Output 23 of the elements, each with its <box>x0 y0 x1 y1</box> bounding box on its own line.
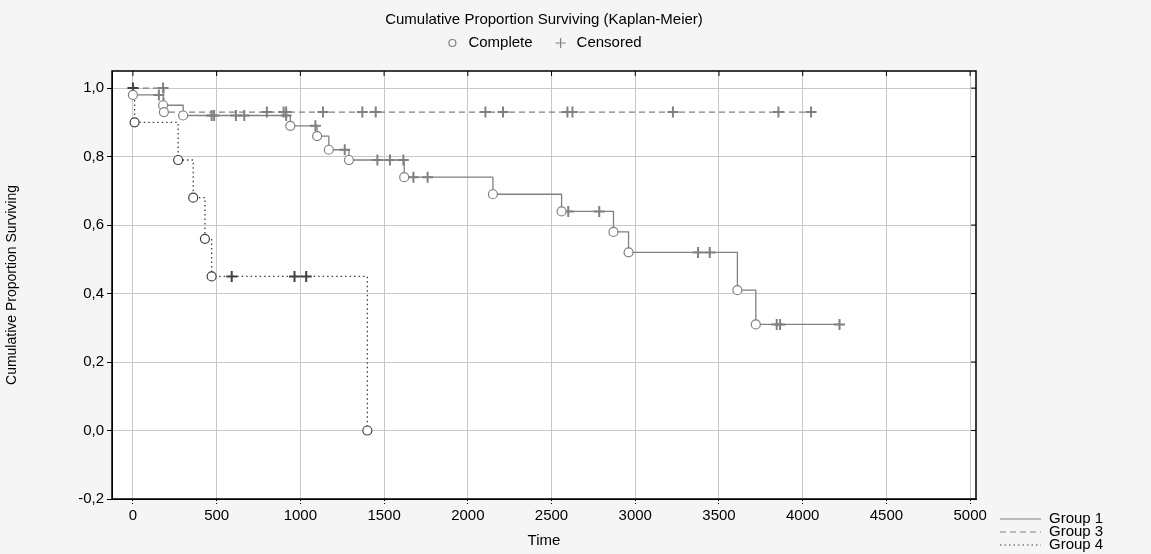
y-tick-label: 0,4 <box>83 283 104 301</box>
x-tick-label: 5000 <box>953 506 987 524</box>
legend-label: Complete <box>468 33 533 51</box>
y-tick-label: 0,0 <box>83 420 104 438</box>
y-tick-label: 0,6 <box>83 215 104 233</box>
x-tick-label: 2000 <box>451 506 485 524</box>
x-tick-label: 4500 <box>869 506 904 524</box>
legend-label: Censored <box>576 33 642 51</box>
x-tick-label: 3000 <box>618 506 652 524</box>
x-tick-label: 500 <box>204 506 230 524</box>
chart-title: Cumulative Proportion Surviving (Kaplan-Meier) <box>385 10 703 28</box>
x-tick-label: 4000 <box>786 506 820 524</box>
x-tick-label: 3500 <box>702 506 736 524</box>
x-axis-title: Time <box>527 531 561 549</box>
x-tick-label: 1000 <box>283 506 318 524</box>
y-tick-label: -0,2 <box>78 489 104 507</box>
x-tick-label: 2500 <box>534 506 569 524</box>
x-tick-label: 0 <box>128 506 138 524</box>
x-tick-label: 1500 <box>367 506 401 524</box>
y-tick-label: 0,2 <box>83 352 104 370</box>
y-tick-label: 1,0 <box>83 78 104 96</box>
y-tick-label: 0,8 <box>83 146 104 164</box>
y-axis-title: Cumulative Proportion Surviving <box>3 185 20 385</box>
